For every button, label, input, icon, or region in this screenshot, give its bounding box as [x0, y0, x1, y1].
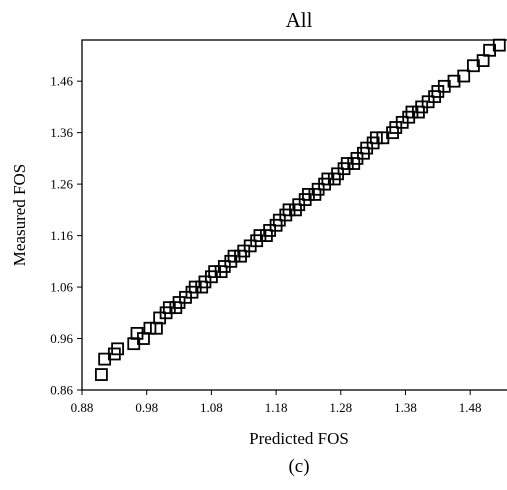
data-point	[137, 332, 150, 345]
data-point	[492, 38, 506, 52]
x-tick-label: 1.38	[394, 400, 417, 415]
y-tick-label: 1.36	[50, 125, 73, 140]
data-point	[369, 131, 383, 145]
x-tick-label: 0.98	[135, 400, 158, 415]
x-axis: 0.88 0.98 1.08 1.18 1.28 1.38 1.48	[71, 390, 482, 415]
data-point	[111, 342, 124, 356]
x-tick-label: 0.88	[71, 400, 94, 415]
x-tick-label: 1.08	[200, 400, 223, 415]
chart-title: All	[286, 8, 313, 32]
data-point	[95, 368, 108, 381]
y-tick-label: 1.46	[50, 74, 73, 89]
y-axis-label: Measured FOS	[10, 164, 29, 266]
data-points	[95, 38, 506, 381]
x-axis-label: Predicted FOS	[249, 429, 349, 448]
data-point	[476, 54, 490, 67]
data-point	[457, 69, 471, 83]
x-tick-label: 1.18	[265, 400, 288, 415]
y-tick-label: 0.86	[50, 383, 73, 398]
y-tick-label: 1.06	[50, 280, 73, 295]
y-tick-label: 1.16	[50, 228, 73, 243]
y-tick-label: 1.26	[50, 177, 73, 192]
x-tick-label: 1.28	[329, 400, 352, 415]
figure-caption: (c)	[288, 456, 309, 477]
plot-area-frame	[81, 39, 507, 391]
x-tick-label: 1.48	[459, 400, 482, 415]
data-point	[143, 321, 157, 335]
data-point	[150, 321, 163, 335]
y-tick-label: 0.96	[50, 331, 73, 346]
y-axis: 0.86 0.96 1.06 1.16 1.26 1.36 1.46	[50, 74, 82, 398]
